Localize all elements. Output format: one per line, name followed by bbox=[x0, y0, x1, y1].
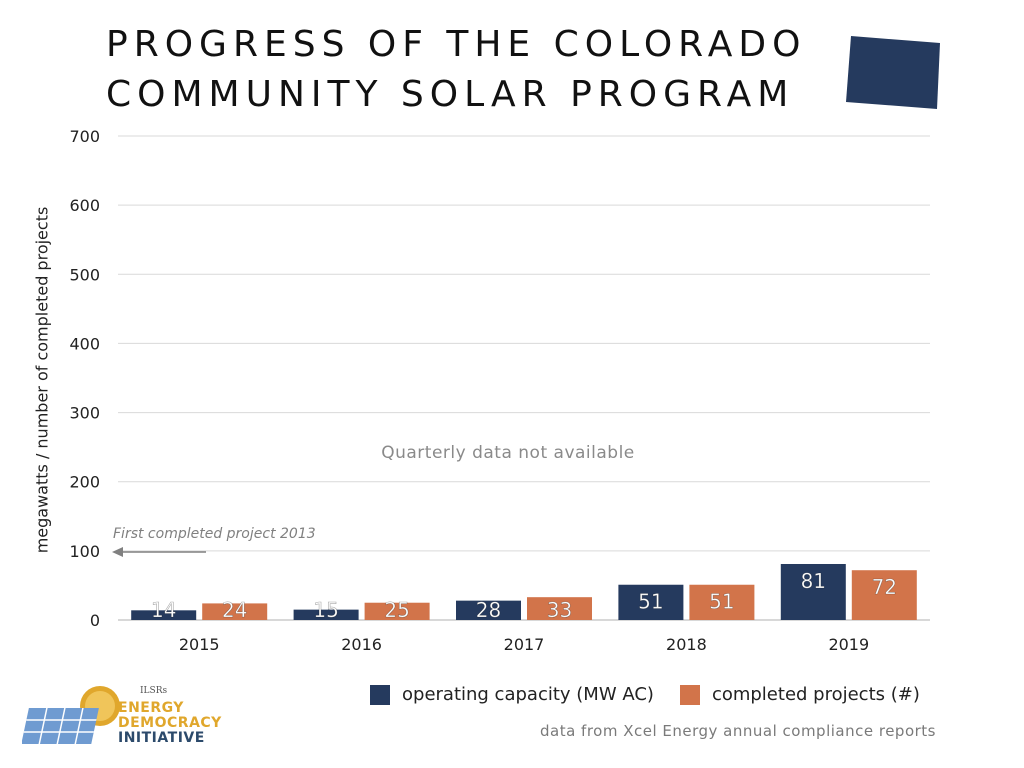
annotation-quarterly: Quarterly data not available bbox=[381, 443, 635, 463]
chart-legend: operating capacity (MW AC) completed pro… bbox=[370, 684, 946, 705]
legend-item-operating: operating capacity (MW AC) bbox=[370, 684, 654, 705]
bar bbox=[851, 570, 917, 620]
chart-title: PROGRESS OF THE COLORADO COMMUNITY SOLAR… bbox=[106, 24, 807, 115]
bar bbox=[780, 563, 846, 620]
bar bbox=[618, 584, 684, 620]
source-note: data from Xcel Energy annual compliance … bbox=[539, 722, 936, 740]
x-tick-label: 2019 bbox=[828, 635, 869, 654]
logo-text-democracy: DEMOCRACY bbox=[118, 715, 222, 731]
data-label: 25 bbox=[384, 598, 409, 622]
logo-org-text: ILSRs bbox=[140, 686, 168, 696]
y-tick-label: 400 bbox=[69, 334, 100, 353]
data-label: 51 bbox=[709, 590, 734, 614]
colorado-state-icon bbox=[846, 36, 940, 109]
solar-panel-logo-icon bbox=[22, 686, 120, 744]
x-tick-label: 2016 bbox=[341, 635, 382, 654]
x-tick-label: 2015 bbox=[179, 635, 220, 654]
y-tick-label: 200 bbox=[69, 473, 100, 492]
legend-swatch-projects bbox=[679, 684, 700, 705]
bar bbox=[527, 597, 592, 620]
data-label: 51 bbox=[638, 590, 663, 614]
bar bbox=[293, 609, 359, 620]
data-label: 15 bbox=[313, 598, 338, 622]
bar bbox=[131, 610, 197, 620]
legend-label-operating: operating capacity (MW AC) bbox=[402, 684, 654, 705]
y-tick-label: 0 bbox=[90, 611, 100, 630]
bar bbox=[689, 584, 755, 620]
bar bbox=[364, 602, 430, 620]
y-tick-label: 600 bbox=[69, 196, 100, 215]
y-tick-label: 300 bbox=[69, 404, 100, 423]
data-label: 14 bbox=[151, 598, 176, 622]
logo-text-energy: ENERGY bbox=[118, 700, 184, 716]
y-tick-label: 700 bbox=[69, 127, 100, 146]
energy-democracy-logo: ILSRs ENERGY DEMOCRACY INITIATIVE bbox=[22, 684, 252, 748]
arrow-left-icon bbox=[112, 547, 123, 557]
legend-label-projects: completed projects (#) bbox=[711, 684, 920, 705]
y-tick-label: 500 bbox=[69, 265, 100, 284]
data-label: 33 bbox=[547, 598, 572, 622]
annotation-first-project: First completed project 2013 bbox=[113, 526, 316, 542]
x-tick-label: 2018 bbox=[666, 635, 707, 654]
bar bbox=[202, 603, 268, 620]
data-label: 24 bbox=[222, 598, 247, 622]
x-tick-label: 2017 bbox=[504, 635, 545, 654]
data-label: 72 bbox=[872, 575, 897, 599]
bar bbox=[456, 600, 521, 620]
logo-text-initiative: INITIATIVE bbox=[118, 730, 205, 746]
legend-swatch-operating bbox=[370, 684, 390, 705]
legend-item-projects: completed projects (#) bbox=[679, 684, 920, 705]
y-tick-label: 100 bbox=[69, 542, 100, 561]
data-label: 81 bbox=[801, 569, 826, 593]
data-label: 28 bbox=[476, 598, 501, 622]
